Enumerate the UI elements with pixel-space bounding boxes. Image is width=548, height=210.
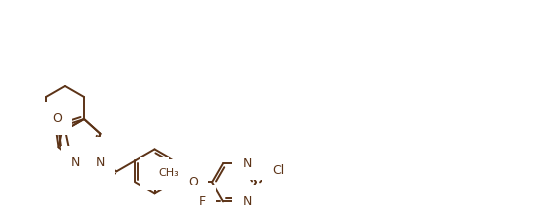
Text: O: O bbox=[150, 167, 159, 180]
Text: O: O bbox=[189, 176, 198, 189]
Text: O: O bbox=[53, 112, 62, 125]
Text: N: N bbox=[90, 151, 100, 164]
Text: CH₃: CH₃ bbox=[158, 168, 179, 178]
Text: N: N bbox=[95, 156, 105, 169]
Text: N: N bbox=[71, 156, 81, 169]
Text: N: N bbox=[242, 195, 252, 208]
Text: F: F bbox=[199, 195, 206, 208]
Text: N: N bbox=[242, 157, 252, 170]
Text: Cl: Cl bbox=[272, 164, 284, 177]
Text: S: S bbox=[88, 147, 95, 160]
